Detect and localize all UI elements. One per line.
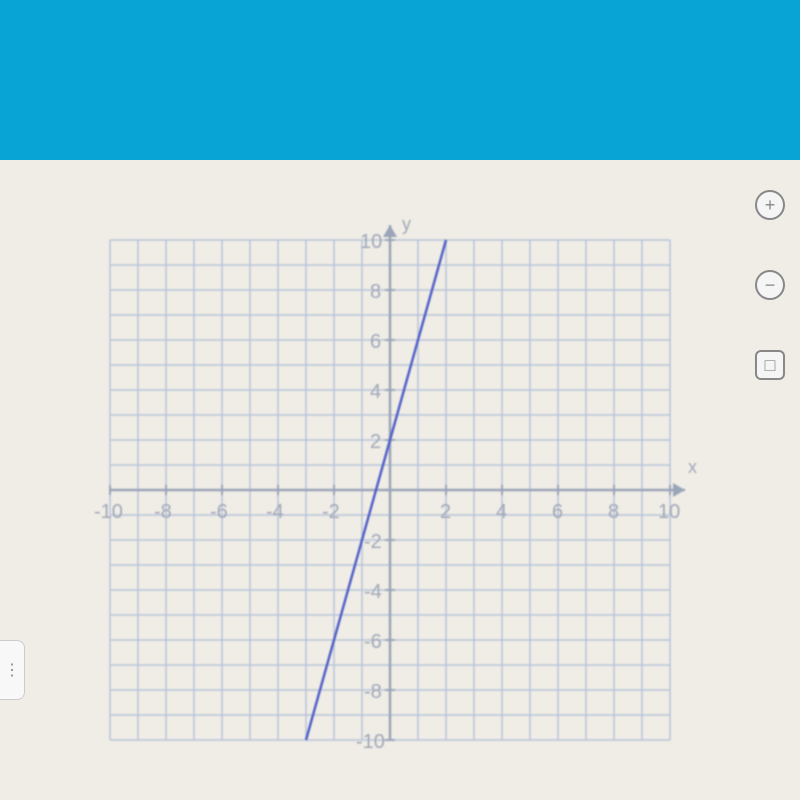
plus-icon: + <box>765 195 776 216</box>
axes <box>110 225 685 740</box>
x-tick-label: 6 <box>552 501 563 523</box>
x-tick-label: -4 <box>266 501 284 523</box>
y-tick-label: 2 <box>370 431 381 453</box>
x-tick-label: -8 <box>154 501 172 523</box>
y-tick-label: -6 <box>364 631 382 653</box>
coordinate-graph: -10 -8 -6 -4 -2 2 4 6 8 10 10 8 6 4 2 -2… <box>70 200 710 780</box>
y-tick-label: 8 <box>370 281 381 303</box>
more-icon: ⋮ <box>4 660 20 680</box>
y-tick-label: 4 <box>370 381 381 403</box>
fullscreen-button[interactable]: □ <box>755 350 785 380</box>
x-tick-label: 8 <box>608 501 619 523</box>
x-tick-label: 2 <box>440 501 451 523</box>
zoom-in-button[interactable]: + <box>755 190 785 220</box>
x-axis-label: x <box>688 457 697 477</box>
x-tick-label: 10 <box>658 501 680 523</box>
y-tick-label: 10 <box>360 231 382 253</box>
x-tick-label: -10 <box>94 501 123 523</box>
content-area: ⋮ <box>0 160 800 800</box>
chart-container: -10 -8 -6 -4 -2 2 4 6 8 10 10 8 6 4 2 -2… <box>70 200 710 780</box>
x-tick-label: -2 <box>322 501 340 523</box>
y-tick-label: 6 <box>370 331 381 353</box>
zoom-out-button[interactable]: − <box>755 270 785 300</box>
y-tick-label: -10 <box>356 731 385 753</box>
header-bar <box>0 0 800 160</box>
left-panel-toggle[interactable]: ⋮ <box>0 640 25 700</box>
x-tick-label: -6 <box>210 501 228 523</box>
side-controls: + − □ <box>755 190 785 380</box>
y-tick-label: -8 <box>364 681 382 703</box>
y-tick-label: -4 <box>364 581 382 603</box>
minus-icon: − <box>765 275 776 296</box>
fullscreen-icon: □ <box>765 355 776 376</box>
y-axis-label: y <box>402 214 411 234</box>
x-tick-label: 4 <box>496 501 507 523</box>
y-tick-label: -2 <box>364 531 382 553</box>
axis-labels: -10 -8 -6 -4 -2 2 4 6 8 10 10 8 6 4 2 -2… <box>94 214 697 753</box>
